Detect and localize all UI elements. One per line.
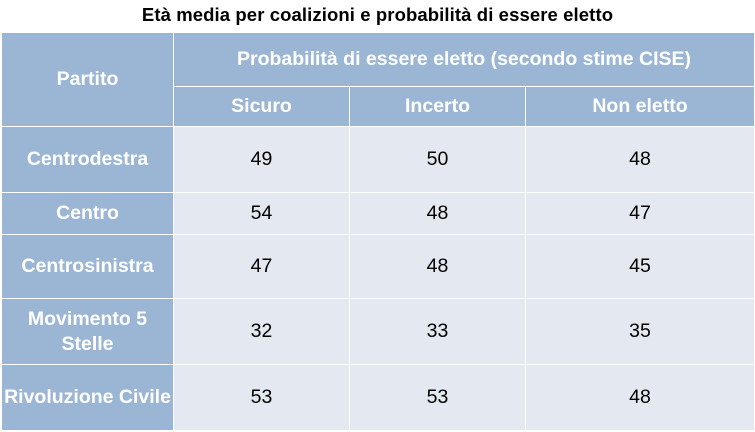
probability-group-header: Probabilità di essere eletto (secondo st… xyxy=(172,32,755,87)
table-cell: 53 xyxy=(349,364,526,431)
table-title: Età media per coalizioni e probabilità d… xyxy=(141,4,614,25)
table-row: Rivoluzione Civile 53 53 48 xyxy=(1,364,755,431)
table-cell: 48 xyxy=(524,364,755,431)
row-label-centrosinistra: Centrosinistra xyxy=(1,234,174,299)
table-cell: 45 xyxy=(524,234,755,299)
row-label-rivoluzione-civile: Rivoluzione Civile xyxy=(1,364,174,431)
table-row: Centro 54 48 47 xyxy=(1,192,755,235)
table-row: Centrodestra 49 50 48 xyxy=(1,126,755,193)
party-column-header: Partito xyxy=(1,32,174,127)
row-label-movimento-5-stelle: Movimento 5 Stelle xyxy=(1,298,174,365)
table-row: Movimento 5 Stelle 32 33 35 xyxy=(1,298,755,365)
table-cell: 50 xyxy=(349,126,526,193)
header-row-columns: Sicuro Incerto Non eletto xyxy=(2,86,755,127)
column-header-sicuro: Sicuro xyxy=(173,86,350,127)
table-cell: 35 xyxy=(524,298,755,365)
table-cell: 53 xyxy=(173,364,350,431)
table-cell: 48 xyxy=(349,192,526,235)
table-cell: 47 xyxy=(173,234,350,299)
table-cell: 54 xyxy=(173,192,350,235)
column-header-non-eletto: Non eletto xyxy=(524,86,755,127)
table-cell: 47 xyxy=(524,192,755,235)
table-cell: 33 xyxy=(349,298,526,365)
table-cell: 49 xyxy=(173,126,350,193)
table-cell: 48 xyxy=(524,126,755,193)
table-row: Centrosinistra 47 48 45 xyxy=(1,234,755,299)
row-label-centro: Centro xyxy=(1,192,174,235)
column-header-incerto: Incerto xyxy=(349,86,526,127)
row-label-centrodestra: Centrodestra xyxy=(1,126,174,193)
table-cell: 32 xyxy=(173,298,350,365)
table-cell: 48 xyxy=(349,234,526,299)
header-row-group: Partito Probabilità di essere eletto (se… xyxy=(1,32,755,127)
age-table: Partito Probabilità di essere eletto (se… xyxy=(1,32,755,431)
